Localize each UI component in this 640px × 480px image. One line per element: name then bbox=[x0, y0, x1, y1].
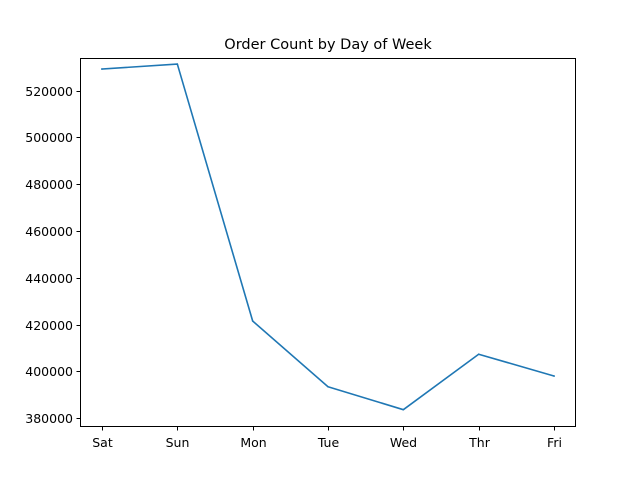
x-tick-label: Thr bbox=[468, 435, 491, 450]
plot-area-frame bbox=[80, 58, 576, 427]
y-tick-label: 400000 bbox=[25, 364, 73, 379]
y-tick-label: 520000 bbox=[25, 84, 73, 99]
x-tick-label: Sun bbox=[166, 435, 190, 450]
y-tick-label: 460000 bbox=[25, 224, 73, 239]
data-point bbox=[553, 375, 555, 377]
data-point bbox=[477, 353, 480, 356]
x-axis: Sat Sun Mon Tue Wed Thr Fri bbox=[92, 427, 562, 450]
y-tick-label: 380000 bbox=[25, 411, 73, 426]
x-tick-label: Sat bbox=[92, 435, 113, 450]
y-tick-label: 480000 bbox=[25, 177, 73, 192]
x-tick-label: Wed bbox=[390, 435, 417, 450]
x-tick-label: Tue bbox=[317, 435, 340, 450]
y-tick-label: 440000 bbox=[25, 271, 73, 286]
data-point bbox=[251, 320, 254, 322]
x-tick-label: Mon bbox=[240, 435, 266, 450]
series-layer bbox=[101, 63, 555, 411]
data-point bbox=[327, 385, 329, 388]
data-point bbox=[101, 68, 103, 70]
data-point bbox=[176, 63, 179, 65]
chart-title: Order Count by Day of Week bbox=[224, 37, 432, 53]
data-point bbox=[402, 408, 405, 411]
y-tick-label: 500000 bbox=[25, 130, 73, 145]
y-tick-label: 420000 bbox=[25, 318, 73, 333]
series-line bbox=[101, 63, 555, 411]
y-axis: 380000 400000 420000 440000 460000 480000 5000… bbox=[25, 84, 80, 426]
x-tick-label: Fri bbox=[547, 435, 562, 450]
